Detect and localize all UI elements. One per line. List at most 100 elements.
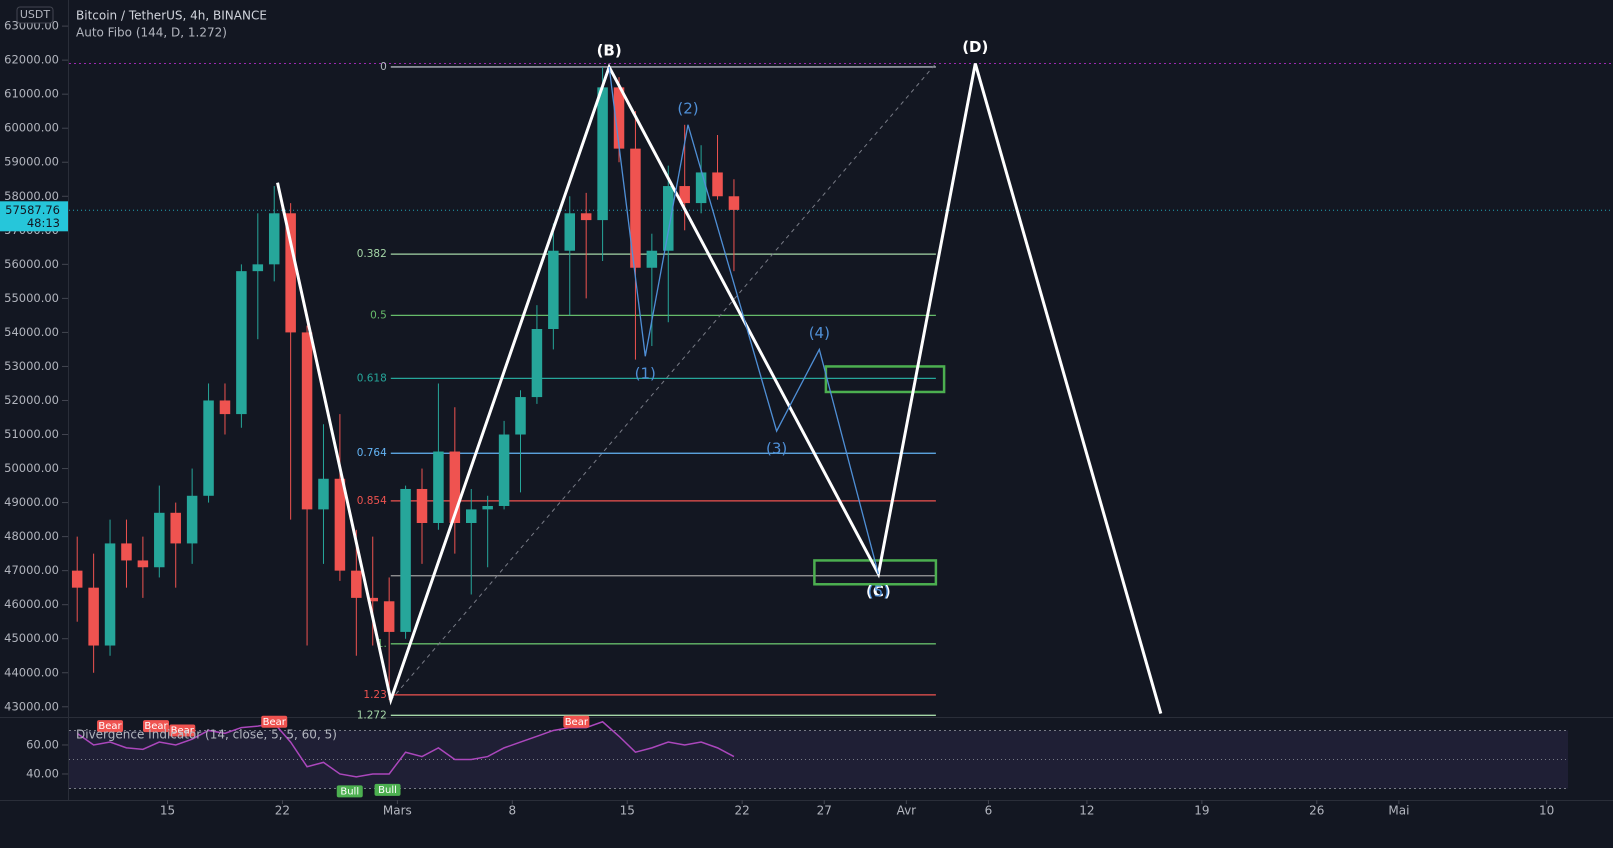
candle-body bbox=[564, 213, 576, 251]
candle-body bbox=[498, 434, 510, 506]
y-tick-label: 46000.00 bbox=[4, 597, 59, 611]
candle-body bbox=[597, 87, 608, 221]
candle-body bbox=[219, 400, 231, 415]
candle-body bbox=[728, 196, 740, 210]
x-tick-label: 22 bbox=[275, 804, 290, 818]
candle-body bbox=[104, 543, 116, 646]
fib-label: 1. bbox=[377, 638, 387, 650]
candle-body bbox=[646, 250, 658, 268]
y-tick-label: 52000.00 bbox=[4, 393, 59, 407]
y-tick-label: 53000.00 bbox=[4, 359, 59, 373]
y-tick-label: 49000.00 bbox=[4, 495, 59, 509]
divergence-label: Bull bbox=[340, 786, 359, 797]
x-tick-label: Mai bbox=[1388, 804, 1409, 818]
candle-body bbox=[580, 213, 592, 221]
candle-body bbox=[301, 332, 313, 510]
candle-body bbox=[663, 186, 674, 251]
candle-body bbox=[416, 488, 428, 524]
candle-body bbox=[433, 451, 444, 524]
fib-label: 0.854 bbox=[357, 495, 387, 507]
wave-label: (1) bbox=[635, 365, 656, 383]
y-tick-label: 44000.00 bbox=[4, 665, 59, 679]
candle-body bbox=[88, 587, 99, 646]
rsi-band bbox=[69, 730, 1568, 789]
y-tick-label: 60000.00 bbox=[4, 121, 59, 135]
candle-body bbox=[383, 601, 395, 632]
rsi-title: Divergence Indicator (14, close, 5, 5, 6… bbox=[76, 728, 337, 742]
x-tick-label: Mars bbox=[383, 804, 412, 818]
candle-body bbox=[400, 488, 411, 632]
y-tick-label: 55000.00 bbox=[4, 291, 59, 305]
candle-body bbox=[449, 451, 461, 524]
symbol-title: Bitcoin / TetherUS, 4h, BINANCE bbox=[76, 9, 267, 23]
x-tick-label: 15 bbox=[620, 804, 635, 818]
divergence-label: Bear bbox=[98, 721, 122, 732]
fib-label: 0.618 bbox=[357, 372, 387, 384]
countdown-label: 48:13 bbox=[27, 216, 60, 230]
candle-body bbox=[186, 495, 198, 544]
candle-body bbox=[285, 213, 296, 333]
wave-label: (3) bbox=[766, 440, 787, 458]
x-tick-label: 8 bbox=[508, 804, 516, 818]
y-tick-label: 59000.00 bbox=[4, 155, 59, 169]
fib-label: 0.5 bbox=[370, 309, 387, 321]
x-tick-label: 22 bbox=[735, 804, 750, 818]
divergence-label: Bull bbox=[378, 785, 397, 796]
wave-label: (C) bbox=[866, 583, 891, 601]
candle-body bbox=[613, 87, 625, 149]
wave-line bbox=[608, 66, 880, 575]
plot-layer: 43000.00 44000.00 45000.00 46000.00 47000.00… bbox=[0, 19, 1613, 818]
fib-trend-line bbox=[390, 63, 937, 701]
candle-body bbox=[548, 250, 559, 330]
fib-label: 0.764 bbox=[357, 447, 387, 459]
candle-body bbox=[482, 505, 493, 510]
divergence-tag bbox=[336, 785, 363, 798]
x-tick-label: 27 bbox=[817, 804, 832, 818]
divergence-tag bbox=[563, 715, 590, 728]
y-tick-label: 58000.00 bbox=[4, 189, 59, 203]
x-tick-label: 19 bbox=[1194, 804, 1209, 818]
wave-label: (4) bbox=[809, 324, 830, 342]
quote-label: USDT bbox=[20, 8, 51, 21]
last-price-tag bbox=[0, 201, 68, 232]
y-tick-label: 47000.00 bbox=[4, 563, 59, 577]
y-tick-label: 62000.00 bbox=[4, 53, 59, 67]
candle-body bbox=[351, 570, 362, 598]
y-tick-label: 43000.00 bbox=[4, 699, 59, 713]
divergence-tag bbox=[169, 724, 196, 737]
divergence-tag bbox=[261, 715, 288, 728]
candle-body bbox=[137, 560, 149, 568]
wave-label: (2) bbox=[677, 99, 698, 117]
divergence-tag bbox=[374, 783, 401, 796]
candle-body bbox=[531, 329, 543, 398]
candle-body bbox=[318, 478, 329, 510]
fib-label: 1.272 bbox=[357, 709, 387, 721]
candle-body bbox=[695, 172, 707, 204]
wave-label: (B) bbox=[597, 41, 622, 59]
y-tick-label: 45000.00 bbox=[4, 631, 59, 645]
candle-body bbox=[154, 512, 165, 568]
y-tick-label: 50000.00 bbox=[4, 461, 59, 475]
candle-body bbox=[170, 512, 181, 544]
divergence-label: Bear bbox=[263, 717, 287, 728]
fib-label: 0 bbox=[380, 61, 387, 73]
quote-box bbox=[16, 6, 54, 24]
candle-body bbox=[679, 186, 690, 204]
candle-body bbox=[712, 172, 723, 197]
candle-body bbox=[465, 509, 477, 524]
candle-body bbox=[203, 400, 214, 496]
candle-body bbox=[121, 543, 132, 561]
x-tick-label: 6 bbox=[985, 804, 993, 818]
rsi-line bbox=[76, 720, 735, 778]
fib-label: 1.23 bbox=[363, 689, 386, 701]
y-tick-label: 56000.00 bbox=[4, 257, 59, 271]
candle-body bbox=[236, 271, 247, 415]
x-tick-label: 10 bbox=[1539, 804, 1554, 818]
candle-body bbox=[515, 397, 526, 435]
wave-line bbox=[276, 63, 1163, 715]
candle-body bbox=[252, 264, 264, 272]
y-tick-label: 40.00 bbox=[26, 766, 59, 780]
